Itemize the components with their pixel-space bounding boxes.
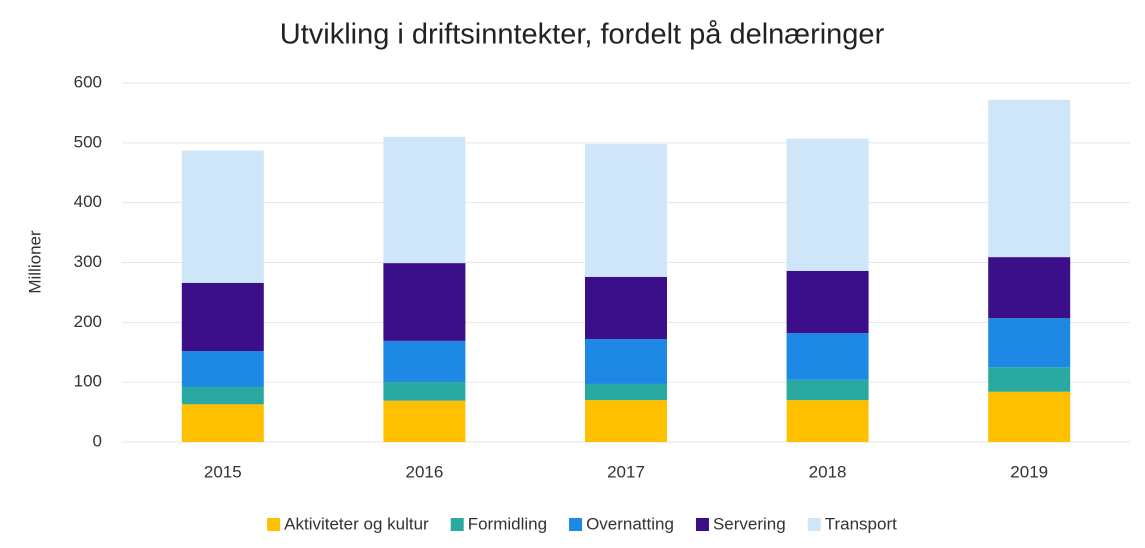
legend-swatch [569,518,583,531]
bar-segment [786,138,869,271]
legend-swatch [807,518,821,531]
bar-segment [786,400,869,442]
bar-segment [181,386,264,405]
x-tick-label: 2015 [204,462,242,481]
bar-segment [786,379,869,401]
y-tick-label: 300 [74,252,102,271]
legend-swatch [695,518,709,531]
y-tick-label: 500 [74,132,102,151]
bar-segment [988,391,1071,442]
y-tick-label: 600 [74,72,102,91]
bar-segment [988,367,1071,392]
legend-label: Aktiviteter og kultur [284,514,429,533]
bar-segment [585,276,667,340]
bar-segment [988,318,1071,368]
legend-label: Overnatting [586,514,674,533]
x-tick-label: 2019 [1010,462,1048,481]
y-tick-label: 400 [74,192,102,211]
x-tick-label: 2016 [405,462,443,481]
legend-label: Transport [825,514,897,533]
y-tick-label: 200 [74,312,102,331]
y-tick-label: 0 [93,431,102,450]
bar-segment [383,400,466,442]
x-tick-label: 2018 [809,462,847,481]
bar-segment [181,282,264,352]
bar-segment [181,404,264,442]
bar-segment [181,150,264,283]
bar-segment [383,136,466,264]
bar-segment [585,400,667,442]
bar-segment [786,333,869,380]
legend-swatch [267,518,281,531]
bar-segment [585,339,667,384]
bar-segment [383,382,466,401]
bar-segment [383,340,466,383]
legend-swatch [450,518,464,531]
bar-segment [585,144,667,277]
y-axis-label: Millioner [25,230,44,294]
y-tick-label: 100 [74,372,102,391]
legend-label: Formidling [468,514,547,533]
bar-segment [585,383,667,401]
bar-segment [181,351,264,387]
chart-title: Utvikling i driftsinntekter, fordelt på … [280,19,885,51]
legend-label: Servering [713,514,786,533]
bar-segment [988,257,1071,319]
bar-segment [786,270,869,334]
bar-segment [383,263,466,341]
x-tick-label: 2017 [607,462,645,481]
bar-segment [988,99,1071,258]
